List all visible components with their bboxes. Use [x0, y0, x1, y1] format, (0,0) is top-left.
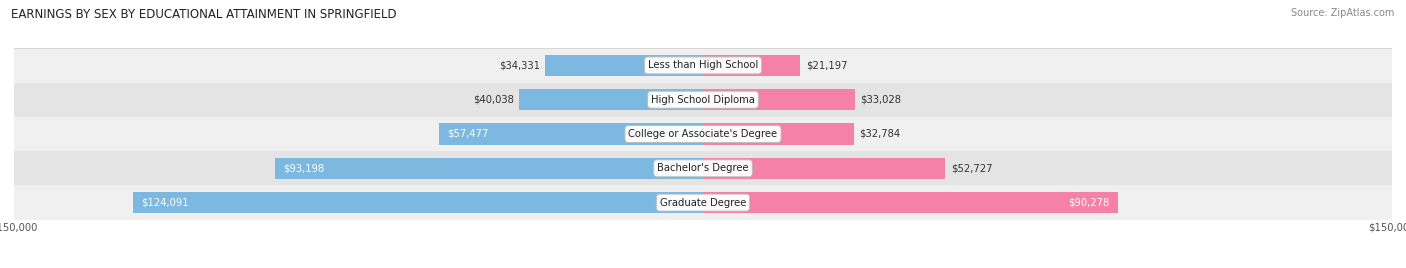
Text: College or Associate's Degree: College or Associate's Degree [628, 129, 778, 139]
Bar [439, 123, 703, 145]
Text: $93,198: $93,198 [283, 163, 325, 173]
Text: EARNINGS BY SEX BY EDUCATIONAL ATTAINMENT IN SPRINGFIELD: EARNINGS BY SEX BY EDUCATIONAL ATTAINMEN… [11, 8, 396, 21]
Bar [14, 48, 1392, 83]
Bar [546, 55, 703, 76]
Text: $52,727: $52,727 [950, 163, 993, 173]
Bar [276, 158, 703, 179]
Bar [703, 123, 853, 145]
Bar [14, 117, 1392, 151]
Bar [703, 192, 1118, 213]
Bar [134, 192, 703, 213]
Text: Bachelor's Degree: Bachelor's Degree [657, 163, 749, 173]
Bar [703, 158, 945, 179]
Bar [14, 185, 1392, 220]
Text: $32,784: $32,784 [859, 129, 900, 139]
Bar [519, 89, 703, 110]
Text: Graduate Degree: Graduate Degree [659, 198, 747, 208]
Text: Less than High School: Less than High School [648, 60, 758, 70]
Text: $90,278: $90,278 [1069, 198, 1109, 208]
Text: $40,038: $40,038 [472, 95, 513, 105]
Text: $57,477: $57,477 [447, 129, 489, 139]
Text: $21,197: $21,197 [806, 60, 848, 70]
Bar [14, 151, 1392, 185]
Bar [703, 89, 855, 110]
Text: High School Diploma: High School Diploma [651, 95, 755, 105]
Text: $33,028: $33,028 [860, 95, 901, 105]
Text: $34,331: $34,331 [499, 60, 540, 70]
Text: $124,091: $124,091 [142, 198, 188, 208]
Bar [703, 55, 800, 76]
Bar [14, 83, 1392, 117]
Text: Source: ZipAtlas.com: Source: ZipAtlas.com [1291, 8, 1395, 18]
